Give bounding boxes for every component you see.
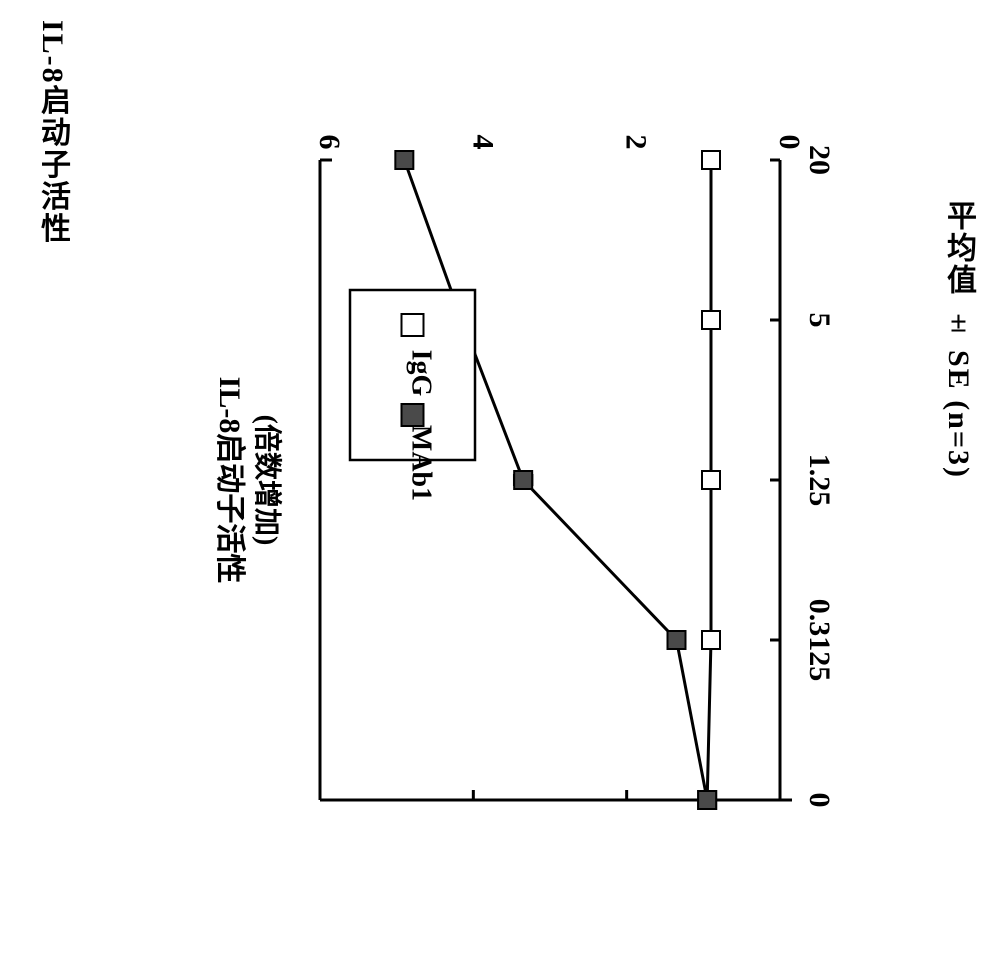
svg-text:(倍数增加): (倍数增加) (251, 415, 284, 546)
svg-text:MAb1: MAb1 (406, 425, 437, 501)
svg-text:20: 20 (803, 145, 836, 175)
svg-text:6: 6 (313, 135, 346, 150)
chart: 0246IL-8启动子活性(倍数增加)00.31251.25520抗体 (µg/… (120, 60, 840, 840)
svg-text:5: 5 (803, 313, 836, 328)
svg-text:0.3125: 0.3125 (803, 599, 836, 682)
svg-text:IL-8启动子活性: IL-8启动子活性 (213, 377, 246, 584)
svg-text:0: 0 (803, 793, 836, 808)
svg-text:1.25: 1.25 (803, 454, 836, 507)
page-title: IL-8启动子活性 (30, 20, 74, 245)
svg-text:2: 2 (620, 135, 653, 150)
footer-note: 平均值 ± SE (n=3) (936, 200, 980, 479)
svg-text:0: 0 (773, 135, 806, 150)
svg-text:IgG: IgG (406, 350, 437, 397)
svg-text:4: 4 (466, 135, 499, 150)
